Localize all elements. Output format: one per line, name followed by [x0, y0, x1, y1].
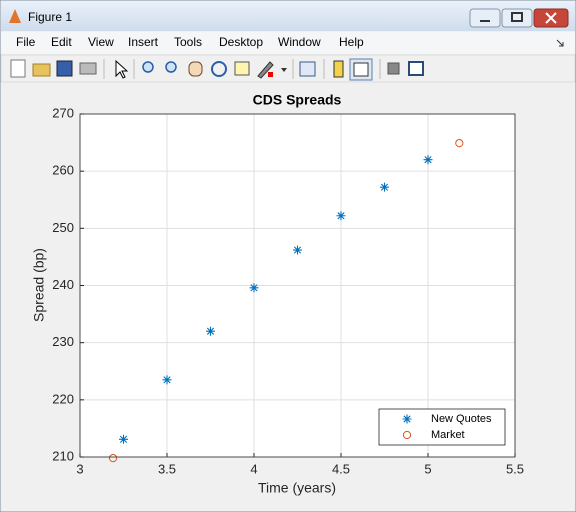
brush-menu[interactable]	[281, 68, 287, 72]
pan-icon[interactable]	[188, 61, 203, 77]
dock-arrow[interactable]	[556, 39, 564, 47]
x-tick-label: 3.5	[158, 461, 176, 476]
hide-tools-icon[interactable]	[387, 62, 400, 75]
open-icon[interactable]	[32, 63, 51, 77]
menu-item[interactable]: View	[88, 35, 114, 49]
tick-labels: 3 3.5 4 4.5 5 5.5 210 220 230 240 250 260 270	[52, 105, 524, 476]
app-icon	[9, 9, 21, 23]
y-tick-label: 250	[52, 220, 74, 235]
brush-icon[interactable]	[257, 61, 274, 79]
data-marks	[108, 139, 464, 463]
pointer-icon[interactable]	[115, 59, 129, 79]
toolbar-icons	[10, 58, 424, 81]
circle-marker	[455, 139, 464, 148]
y-tick-label: 210	[52, 448, 74, 463]
asterisk-marker	[249, 283, 259, 293]
asterisk-marker	[423, 155, 433, 165]
menu-item[interactable]: Edit	[51, 35, 72, 49]
asterisk-marker	[206, 326, 215, 336]
datacursor-icon[interactable]	[234, 61, 250, 76]
menu-item[interactable]: Help	[339, 35, 364, 49]
menu-item[interactable]: Tools	[174, 35, 202, 49]
toolbar	[0, 54, 576, 83]
y-tick-label: 240	[52, 277, 74, 292]
y-tick-label: 220	[52, 391, 74, 406]
legend: New Quotes Market	[378, 408, 506, 446]
menu-items: File Edit View Insert Tools Desktop Window Help	[16, 35, 364, 49]
save-icon[interactable]	[56, 60, 73, 77]
y-tick-label: 230	[52, 334, 74, 349]
close-icon	[545, 12, 557, 24]
print-icon[interactable]	[79, 62, 97, 75]
y-axis-label: Spread (bp)	[31, 248, 47, 322]
x-tick-label: 3	[76, 461, 83, 476]
show-tools-icon[interactable]	[408, 61, 424, 76]
legend-marker	[402, 414, 412, 424]
menu-item[interactable]: Desktop	[219, 35, 263, 49]
x-tick-label: 4	[250, 461, 257, 476]
new-icon[interactable]	[10, 59, 26, 78]
zoom-in-icon[interactable]	[142, 61, 154, 73]
x-tick-label: 5	[424, 461, 431, 476]
y-tick-label: 270	[52, 105, 74, 120]
x-tick-label: 4.5	[332, 461, 350, 476]
menu-item[interactable]: File	[16, 35, 36, 49]
maximize-icon	[511, 12, 523, 22]
axes-box	[79, 113, 516, 458]
zoom-out-icon[interactable]	[165, 61, 177, 73]
asterisk-marker	[336, 211, 346, 221]
menu-item[interactable]: Insert	[128, 35, 159, 49]
legend-icon	[353, 62, 369, 77]
y-tick-label: 260	[52, 163, 74, 178]
asterisk-marker	[162, 375, 172, 385]
colorbar-icon[interactable]	[333, 60, 344, 78]
window-title: Figure 1	[28, 10, 72, 24]
minimize-button[interactable]	[469, 8, 501, 28]
legend-label: Market	[431, 429, 465, 441]
rotate-icon[interactable]	[211, 61, 227, 77]
asterisk-marker	[380, 182, 389, 192]
legend-marker	[402, 430, 412, 440]
chart-title: CDS Spreads	[253, 92, 342, 108]
maximize-button[interactable]	[501, 8, 533, 28]
circle-marker	[108, 454, 118, 463]
brush-color	[268, 72, 273, 77]
asterisk-marker	[119, 434, 128, 444]
link-icon[interactable]	[299, 61, 316, 77]
asterisk-marker	[293, 245, 302, 255]
menu-bar	[1, 32, 575, 54]
x-axis-label: Time (years)	[258, 480, 336, 496]
x-tick-label: 5.5	[506, 461, 524, 476]
legend-box	[378, 408, 506, 446]
menu-item[interactable]: Window	[278, 35, 321, 49]
legend-label: New Quotes	[431, 413, 492, 425]
minimize-icon	[480, 20, 490, 22]
